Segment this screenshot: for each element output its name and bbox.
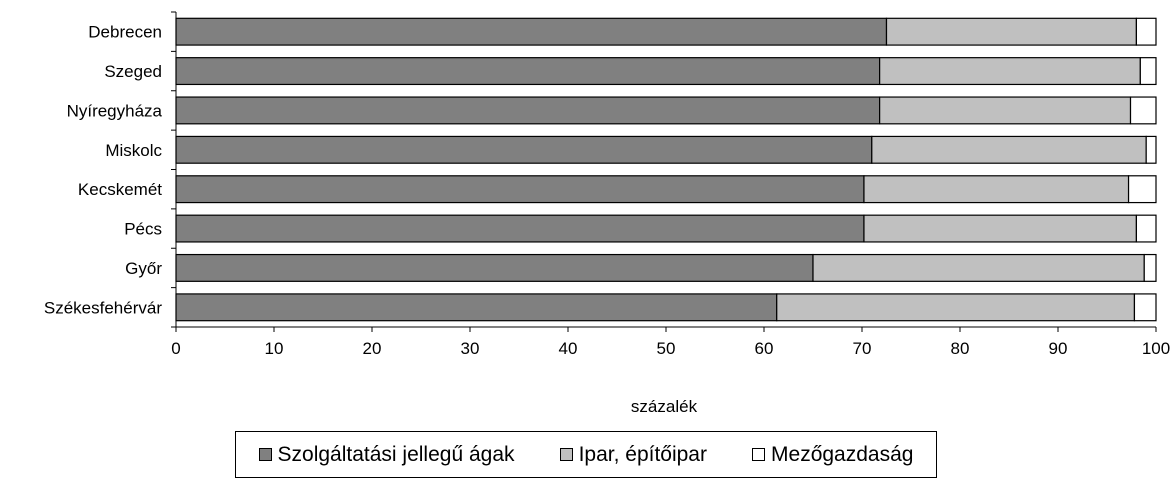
- bar-segment-1-5: [175, 175, 865, 204]
- chart-legend: Szolgáltatási jellegű ágak Ipar, építőipa…: [235, 431, 937, 478]
- legend-item-3: Mezőgazdaság: [752, 443, 913, 467]
- x-tick-label: 60: [755, 339, 774, 358]
- y-tick-label: Szeged: [104, 62, 162, 81]
- legend-item-2: Ipar, építőipar: [559, 442, 707, 467]
- legend-label: Ipar, építőipar: [578, 442, 707, 466]
- x-tick-label: 0: [171, 339, 180, 358]
- y-tick-label: Győr: [125, 259, 162, 278]
- bar-segment-3-1: [1135, 17, 1157, 46]
- y-tick-label: Pécs: [124, 220, 162, 239]
- y-tick-label: Nyíregyháza: [67, 101, 163, 120]
- bar-segment-3-5: [1127, 175, 1157, 204]
- bars-layer: [175, 17, 1157, 322]
- bar-segment-1-2: [175, 57, 881, 86]
- x-axis-title: százalék: [631, 397, 698, 416]
- bar-segment-2-7: [812, 253, 1145, 282]
- y-tick-label: Debrecen: [88, 23, 162, 42]
- bar-segment-3-3: [1129, 96, 1157, 125]
- x-tick-label: 100: [1142, 339, 1170, 358]
- bar-segment-3-4: [1145, 135, 1157, 164]
- bar-segment-1-3: [175, 96, 881, 125]
- bar-segment-3-8: [1133, 293, 1157, 322]
- legend-swatch: [258, 448, 272, 461]
- x-tick-label: 80: [951, 339, 970, 358]
- bar-segment-2-5: [863, 175, 1130, 204]
- legend-label: Szolgáltatási jellegű ágak: [277, 442, 515, 466]
- y-tick-label: Székesfehérvár: [44, 298, 162, 317]
- bar-segment-2-1: [885, 17, 1137, 46]
- stacked-bar-chart: Debrecen Szeged Nyíregyháza Miskolc Kecskemé…: [44, 11, 1170, 416]
- bar-segment-1-6: [175, 214, 865, 243]
- y-tick-label: Miskolc: [105, 141, 162, 160]
- bar-segment-2-3: [879, 96, 1132, 125]
- x-tick-label: 50: [657, 339, 676, 358]
- bar-segment-3-7: [1143, 253, 1157, 282]
- bar-segment-1-8: [175, 293, 778, 322]
- legend-label: Mezőgazdaság: [771, 442, 914, 466]
- bar-segment-2-6: [863, 214, 1138, 243]
- x-tick-label: 70: [853, 339, 872, 358]
- x-axis: 0 10 20 30 40 50 60 70 80 90 100: [171, 326, 1170, 358]
- legend-item-1: Szolgáltatási jellegű ágak: [258, 442, 515, 467]
- x-tick-label: 90: [1049, 339, 1068, 358]
- legend-swatch: [752, 448, 766, 461]
- bar-segment-2-8: [776, 293, 1136, 322]
- legend-swatch: [559, 448, 573, 461]
- y-tick-label: Kecskemét: [78, 180, 162, 199]
- x-tick-label: 40: [559, 339, 578, 358]
- bar-segment-3-6: [1135, 214, 1157, 243]
- bar-segment-3-2: [1139, 57, 1157, 86]
- bar-segment-1-4: [175, 135, 873, 164]
- y-axis: Debrecen Szeged Nyíregyháza Miskolc Kecskemé…: [44, 11, 177, 328]
- bar-segment-2-2: [879, 57, 1141, 86]
- bar-segment-1-1: [175, 17, 888, 46]
- bar-segment-2-4: [871, 135, 1147, 164]
- x-tick-label: 10: [265, 339, 284, 358]
- x-tick-label: 20: [363, 339, 382, 358]
- x-tick-label: 30: [461, 339, 480, 358]
- bar-segment-1-7: [175, 253, 814, 282]
